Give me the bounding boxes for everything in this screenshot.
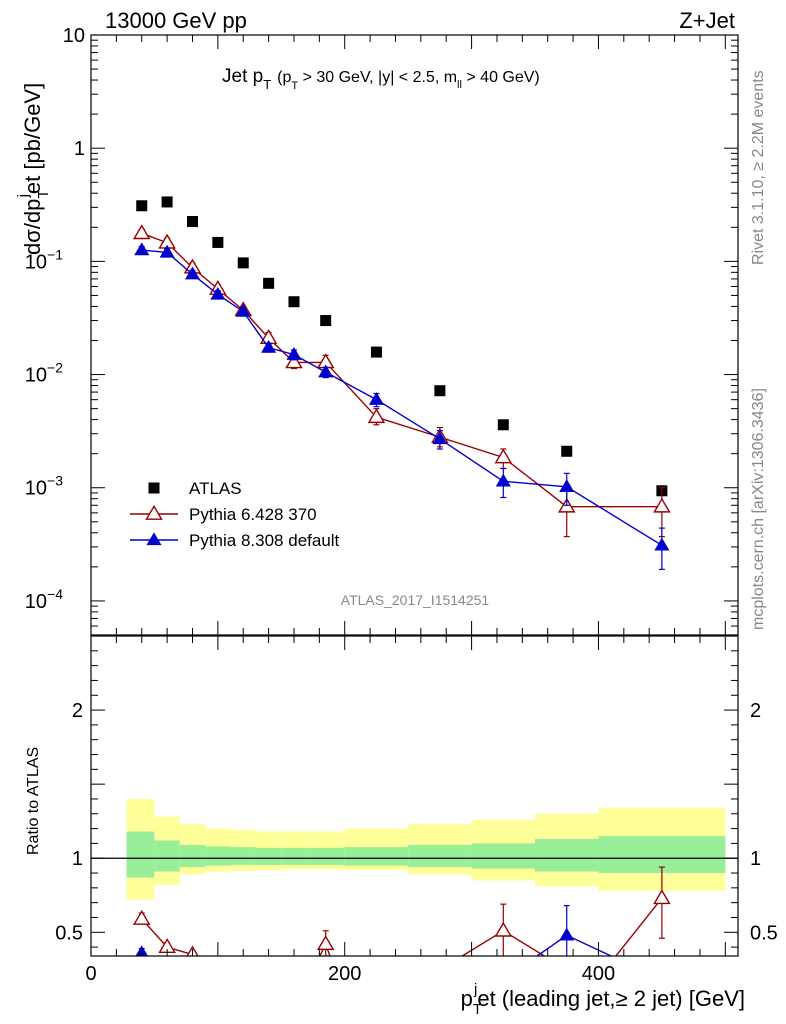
ratio-line-pythia-6-428-370 <box>614 897 663 956</box>
ratio-point-pythia-8-308-default <box>559 927 575 941</box>
series-line-pythia-6-428-370 <box>141 232 662 508</box>
data-point-pythia-8-308-default <box>432 431 448 445</box>
data-point-atlas <box>497 419 509 431</box>
stat-band <box>306 847 345 865</box>
top-y-tick-label: 10−4 <box>25 586 63 613</box>
ratio-y-tick-label-right: 2 <box>750 700 761 722</box>
stat-band <box>535 838 599 872</box>
side-label-mcplots: mcplots.cern.ch [arXiv:1306.3436] <box>750 388 767 630</box>
legend-label-pythia-6-428-370: Pythia 6.428 370 <box>189 505 317 524</box>
data-point-atlas <box>237 257 249 269</box>
legend-label-pythia-8-308-default: Pythia 8.308 default <box>189 531 340 550</box>
top-y-tick-label: 10−2 <box>25 360 63 387</box>
x-axis-label: pTjet (leading jet,≥ 2 jet) [GeV] <box>461 981 745 1018</box>
x-tick-label: 200 <box>328 963 361 985</box>
header-right: Z+Jet <box>679 8 735 33</box>
x-tick-label: 0 <box>85 963 96 985</box>
ratio-point-pythia-6-428-370 <box>494 921 513 937</box>
stat-band <box>230 847 256 865</box>
top-panel-title: Jet pT (pT > 30 GeV, |y| < 2.5, mll > 40 … <box>222 66 540 92</box>
ratio-line-pythia-8-308-default <box>535 934 613 956</box>
stat-band <box>154 840 180 872</box>
ratio-y-tick-label: 2 <box>72 700 83 722</box>
header-left: 13000 GeV pp <box>105 8 247 33</box>
data-point-atlas <box>288 296 300 308</box>
data-point-atlas <box>186 216 198 228</box>
data-point-pythia-6-428-370 <box>494 448 513 464</box>
data-point-pythia-8-308-default <box>235 303 251 317</box>
data-point-pythia-6-428-370 <box>653 497 671 513</box>
x-tick-label: 400 <box>582 963 615 985</box>
legend-marker-pythia-8-308-default <box>146 532 162 546</box>
data-point-atlas <box>320 315 332 327</box>
data-point-pythia-8-308-default <box>318 364 334 378</box>
data-point-pythia-8-308-default <box>261 339 277 353</box>
stat-band <box>255 847 282 865</box>
stat-band <box>179 844 206 868</box>
data-point-pythia-8-308-default <box>184 266 201 280</box>
data-point-atlas <box>161 196 173 208</box>
data-point-pythia-6-428-370 <box>285 353 303 369</box>
analysis-watermark: ATLAS_2017_I1514251 <box>341 592 490 608</box>
ratio-y-axis-label: Ratio to ATLAS <box>25 747 42 855</box>
data-point-pythia-6-428-370 <box>367 408 386 424</box>
data-point-pythia-8-308-default <box>134 242 150 256</box>
ratio-line-pythia-6-428-370 <box>141 918 197 956</box>
top-y-axis-label: dσ/dpTjet [pb/GeV] <box>15 83 52 255</box>
data-point-atlas <box>136 200 148 212</box>
data-point-atlas <box>370 346 382 358</box>
data-point-pythia-8-308-default <box>286 346 302 360</box>
data-point-pythia-8-308-default <box>368 392 384 405</box>
legend-label-atlas: ATLAS <box>189 479 242 498</box>
top-y-tick-label: 10 <box>63 25 85 47</box>
ratio-panel-frame <box>90 635 739 957</box>
top-panel-frame <box>90 34 739 636</box>
data-point-pythia-8-308-default <box>559 479 575 492</box>
data-point-pythia-8-308-default <box>159 244 175 258</box>
data-point-atlas <box>434 385 446 397</box>
ratio-point-pythia-6-428-370 <box>653 889 671 905</box>
stat-band <box>126 831 155 878</box>
top-y-tick-label: 10−1 <box>25 246 63 273</box>
ratio-y-tick-label: 1 <box>72 848 83 870</box>
data-point-pythia-6-428-370 <box>132 224 151 240</box>
stat-band <box>281 847 307 865</box>
side-label-rivet: Rivet 3.1.10, ≥ 2.2M events <box>750 70 767 265</box>
ratio-y-tick-label-right: 0.5 <box>750 922 778 944</box>
data-point-atlas <box>263 277 275 289</box>
top-y-tick-label: 1 <box>74 138 85 160</box>
stat-band <box>205 846 231 866</box>
data-point-pythia-8-308-default <box>495 473 511 487</box>
legend-marker-pythia-6-428-370 <box>145 504 163 520</box>
ratio-point-pythia-6-428-370 <box>316 935 335 951</box>
ratio-point-pythia-6-428-370 <box>132 909 151 925</box>
ratio-y-tick-label: 0.5 <box>55 922 83 944</box>
stat-band <box>471 843 536 869</box>
data-point-atlas <box>561 445 573 457</box>
data-point-atlas <box>212 236 224 248</box>
stat-band <box>408 844 472 868</box>
stat-band <box>344 847 409 866</box>
top-y-tick-label: 10−3 <box>25 473 63 500</box>
legend-marker-atlas <box>148 482 160 494</box>
data-point-pythia-8-308-default <box>654 537 670 551</box>
ratio-y-tick-label-right: 1 <box>750 848 761 870</box>
data-point-pythia-8-308-default <box>210 286 226 300</box>
